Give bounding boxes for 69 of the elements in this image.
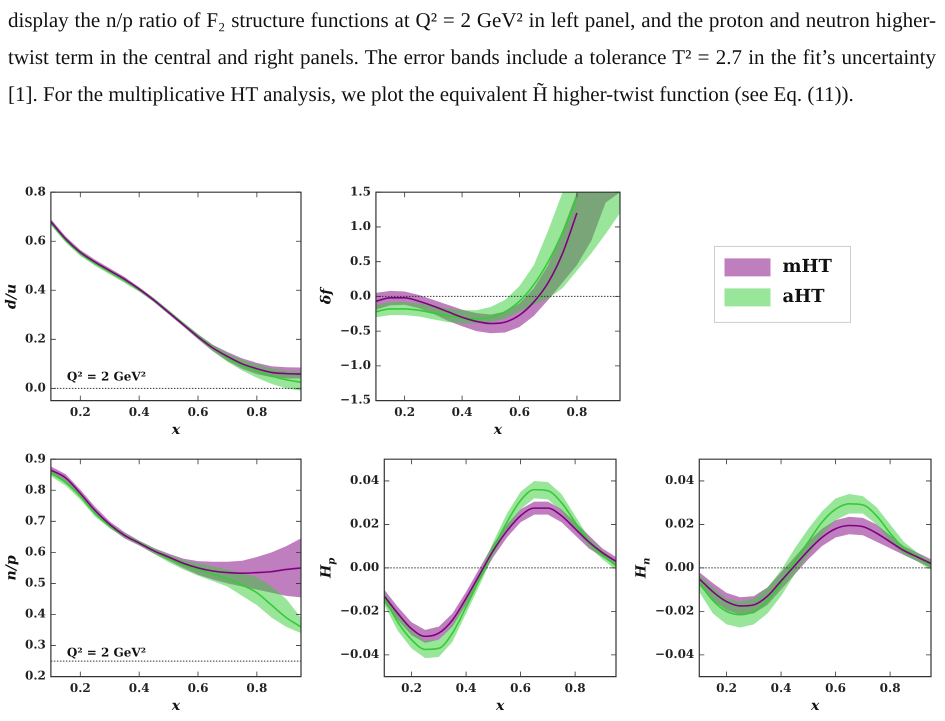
y-tick-label: 1.5 <box>350 184 371 198</box>
y-tick-label: 0.9 <box>24 451 46 466</box>
y-tick-label: 0.2 <box>24 331 46 346</box>
y-tick-label: −0.02 <box>655 604 694 618</box>
x-tick-label: 0.6 <box>188 680 208 695</box>
y-tick-label: 0.6 <box>24 544 46 558</box>
legend-label: aHT <box>782 286 826 308</box>
x-tick-label: 0.2 <box>716 680 737 695</box>
x-tick-label: 0.8 <box>880 680 901 695</box>
x-tick-label: 0.8 <box>564 680 586 695</box>
y-tick-label: 0.04 <box>665 473 694 488</box>
annotation: Q² = 2 GeV² <box>66 370 146 384</box>
x-axis-title: x <box>494 698 505 714</box>
y-tick-label: 0.00 <box>350 560 380 574</box>
y-axis-title: Hp <box>318 558 338 580</box>
x-tick-label: 0.4 <box>770 680 792 695</box>
y-axis-title: δf <box>318 286 335 306</box>
x-axis-title: x <box>170 698 181 714</box>
line-series <box>376 212 578 324</box>
x-tick-label: 0.6 <box>188 404 208 419</box>
legend-label: mHT <box>782 256 833 278</box>
y-tick-label: 0.02 <box>665 516 694 531</box>
x-tick-label: 0.6 <box>509 404 530 419</box>
x-tick-label: 0.2 <box>70 680 91 695</box>
y-tick-label: −0.04 <box>340 646 380 661</box>
x-tick-label: 0.8 <box>246 680 268 695</box>
y-tick-label: 0.8 <box>24 184 46 198</box>
y-tick-label: −0.5 <box>340 323 371 338</box>
y-tick-label: −0.02 <box>340 604 380 618</box>
x-tick-label: 0.2 <box>394 404 416 419</box>
y-tick-label: −0.04 <box>655 646 694 661</box>
line-series <box>376 196 578 320</box>
x-axis-title: x <box>492 422 503 438</box>
x-tick-label: 0.6 <box>825 680 846 695</box>
x-axis-title: x <box>810 698 820 714</box>
y-tick-label: 0.04 <box>350 473 380 488</box>
x-tick-label: 0.4 <box>452 404 473 419</box>
y-axis-title: d/u <box>4 284 20 309</box>
y-tick-label: −1.5 <box>340 392 371 407</box>
y-tick-label: 0.5 <box>350 254 371 268</box>
y-tick-label: 0.02 <box>350 516 380 531</box>
y-tick-label: 0.2 <box>24 668 46 683</box>
y-tick-label: 0.4 <box>24 282 46 296</box>
y-tick-label: 0.0 <box>350 288 371 303</box>
x-tick-label: 0.6 <box>510 680 532 695</box>
y-tick-label: −1.0 <box>340 358 371 372</box>
y-tick-label: 0.7 <box>24 513 46 528</box>
x-tick-label: 0.8 <box>566 404 588 419</box>
y-axis-title: Hn <box>634 558 652 580</box>
line-series <box>699 524 931 607</box>
y-tick-label: 0.5 <box>24 576 46 590</box>
x-tick-label: 0.4 <box>128 680 150 695</box>
x-axis-title: x <box>170 422 181 438</box>
line-series <box>50 469 301 574</box>
y-tick-label: 0.8 <box>24 482 46 496</box>
y-tick-label: 0.00 <box>665 560 694 574</box>
x-tick-label: 0.2 <box>70 404 91 419</box>
y-axis-title: n/p <box>4 555 20 580</box>
y-tick-label: 0.3 <box>24 638 46 652</box>
x-tick-label: 0.8 <box>246 404 268 419</box>
x-tick-label: 0.4 <box>128 404 150 419</box>
x-tick-label: 0.4 <box>456 680 477 695</box>
y-tick-label: 0.6 <box>24 233 46 248</box>
y-tick-label: 0.0 <box>24 380 46 394</box>
y-tick-label: 1.0 <box>350 219 371 234</box>
y-tick-label: 0.4 <box>24 606 46 621</box>
annotation: Q² = 2 GeV² <box>66 646 146 660</box>
x-tick-label: 0.2 <box>401 680 422 695</box>
text: display the n/p ratio of F₂ structure functions at Q² = 2 GeV² in left panel, and the proton and neutron higher-twist term in the central and right panels. The error bands include a tolerance T² = 2.7 in the fit’s uncertainty [1]. For the multiplicative HT analysis, we plot the equivalent H̃ higher-twist function (see Eq. (11)). <box>8 7 936 108</box>
